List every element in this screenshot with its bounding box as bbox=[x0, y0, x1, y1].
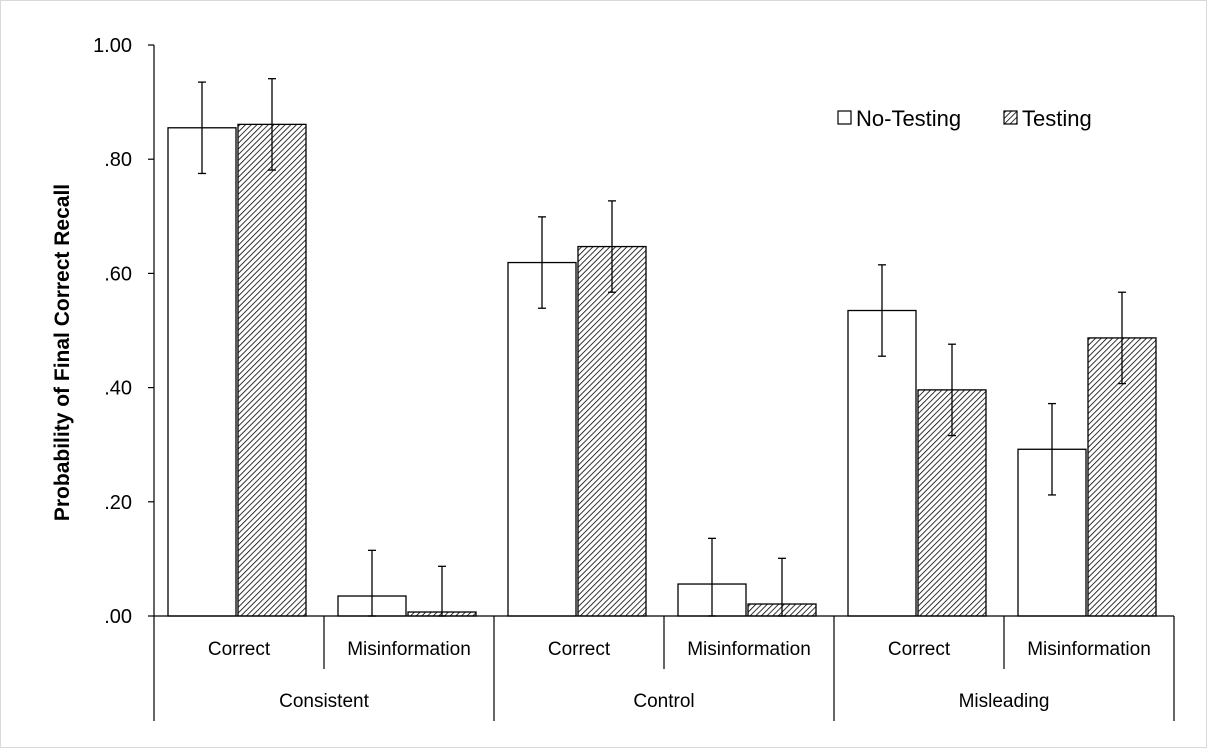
y-tick-label: .80 bbox=[104, 149, 132, 171]
category-label: Correct bbox=[208, 639, 271, 660]
legend-label: No-Testing bbox=[856, 106, 961, 131]
bar-testing bbox=[1087, 337, 1157, 617]
legend-swatch-testing bbox=[1003, 110, 1018, 125]
group-label: Control bbox=[633, 691, 694, 712]
legend-label: Testing bbox=[1022, 106, 1092, 131]
category-label: Correct bbox=[888, 639, 951, 660]
y-tick-label: .00 bbox=[104, 606, 132, 628]
category-label: Misinformation bbox=[687, 639, 811, 660]
bar-testing bbox=[577, 245, 647, 617]
legend-swatch-no-testing bbox=[837, 110, 852, 125]
category-label: Correct bbox=[548, 639, 611, 660]
group-label: Misleading bbox=[959, 691, 1050, 712]
category-label: Misinformation bbox=[1027, 639, 1151, 660]
bar-testing bbox=[237, 123, 307, 617]
category-label: Misinformation bbox=[347, 639, 471, 660]
y-tick-label: .60 bbox=[104, 263, 132, 285]
group-label: Consistent bbox=[279, 691, 369, 712]
bar-no-testing bbox=[507, 261, 577, 617]
y-tick-label: .40 bbox=[104, 378, 132, 400]
y-tick-label: 1.00 bbox=[93, 35, 132, 57]
y-axis-title: Probability of Final Correct Recall bbox=[51, 184, 74, 521]
y-tick-label: .20 bbox=[104, 492, 132, 514]
bar-no-testing bbox=[167, 127, 237, 617]
plot-area: .00 .20 .40 .60 .80 1.00 Probability of Final … bbox=[51, 35, 1175, 721]
